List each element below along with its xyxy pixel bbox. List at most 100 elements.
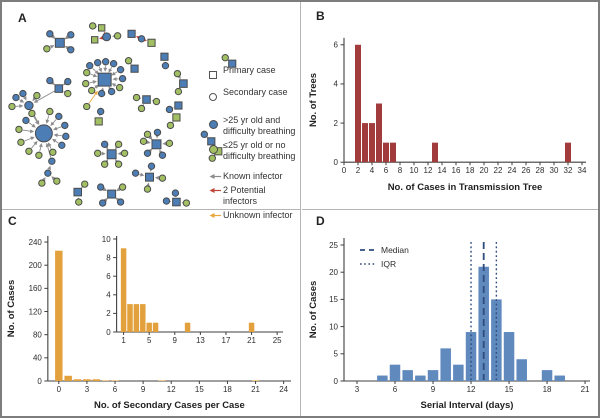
edge-arrowhead: [41, 177, 46, 182]
case-node-circle: [25, 147, 33, 155]
edge-arrowhead: [22, 96, 27, 101]
case-node-circle: [12, 93, 20, 102]
bar: [64, 375, 72, 381]
x-tick-label: 14: [438, 166, 447, 175]
x-tick-label: 26: [522, 166, 531, 175]
y-tick-label: 0: [37, 377, 42, 386]
edge-arrowhead: [116, 187, 121, 192]
y-tick-label: 120: [29, 307, 43, 316]
case-node-square: [97, 72, 112, 87]
edge-arrowhead: [29, 129, 35, 134]
case-node-square: [142, 95, 151, 104]
case-node-square: [174, 101, 183, 110]
y-tick-label: 6: [106, 272, 111, 281]
case-node-circle: [53, 177, 61, 185]
case-node-circle: [114, 140, 123, 148]
case-node-circle: [75, 198, 83, 206]
case-node-circle: [182, 199, 191, 207]
case-node-square: [127, 29, 136, 38]
edge-arrowhead: [19, 98, 25, 103]
case-node-circle: [118, 183, 127, 191]
x-tick-label: 18: [466, 166, 475, 175]
panel-d-label: D: [316, 214, 325, 228]
edge-arrowhead: [162, 141, 167, 146]
arrow-red-icon: [209, 186, 223, 196]
case-node-circle: [35, 151, 43, 159]
legend-item-label: Secondary case: [223, 87, 288, 97]
legend-item: Unknown infector: [209, 210, 301, 221]
edge-arrowhead: [139, 172, 145, 177]
case-node-circle: [221, 54, 229, 62]
case-node-square: [91, 36, 99, 44]
bar: [362, 123, 368, 163]
case-node-circle: [58, 141, 66, 149]
panel-a: A Primary case Secondary case >25 yr old a…: [2, 2, 301, 220]
case-node-circle: [107, 87, 116, 96]
case-node-circle: [44, 169, 52, 177]
case-node-circle: [38, 179, 46, 187]
x-tick-label: 9: [173, 336, 178, 345]
y-tick-label: 200: [29, 261, 43, 270]
y-tick-label: 25: [329, 241, 338, 250]
y-tick-label: 2: [334, 119, 339, 128]
case-node-circle: [143, 130, 152, 139]
x-tick-label: 30: [550, 166, 559, 175]
transmission-network-chart: [8, 22, 237, 207]
bar: [152, 322, 159, 332]
bar: [432, 142, 438, 163]
bar: [377, 375, 388, 381]
x-tick-label: 0: [342, 166, 347, 175]
median-legend-label: Median: [381, 245, 409, 255]
x-axis-title: No. of Secondary Cases per Case: [94, 400, 245, 411]
x-tick-label: 8: [398, 166, 403, 175]
x-tick-label: 21: [251, 385, 260, 394]
case-node-circle: [143, 149, 152, 157]
y-tick-label: 2: [106, 309, 111, 318]
legend-item: 2 Potential infectors: [209, 185, 301, 207]
case-node-circle: [17, 138, 25, 147]
case-node-circle: [131, 169, 140, 177]
y-tick-label: 5: [334, 350, 339, 359]
edge-arrowhead: [148, 135, 153, 140]
bar: [383, 142, 389, 163]
legend-item: Primary case: [209, 65, 301, 84]
y-tick-label: 4: [334, 80, 339, 89]
case-node-square: [147, 38, 156, 47]
network-legend: Primary case Secondary case >25 yr old and…: [209, 62, 301, 221]
x-tick-label: 15: [195, 385, 204, 394]
network-edge: [46, 144, 52, 158]
case-node-circle: [132, 93, 141, 102]
case-node-circle: [166, 121, 175, 130]
case-node-circle: [46, 30, 54, 38]
case-node-circle: [113, 32, 122, 40]
case-node-circle: [147, 162, 156, 170]
bar: [355, 44, 361, 163]
dot-blue-icon: [209, 116, 223, 134]
network-edge: [35, 90, 56, 103]
case-node-circle: [115, 83, 124, 92]
x-tick-label: 13: [196, 336, 205, 345]
case-node-circle: [8, 102, 16, 111]
case-node-square: [106, 149, 117, 160]
edge-arrowhead: [148, 148, 153, 153]
bar: [389, 364, 401, 381]
case-node-square: [54, 37, 65, 48]
case-node-circle: [55, 112, 63, 121]
edge-arrowhead: [117, 151, 122, 156]
edge-arrowhead: [94, 84, 99, 89]
case-node-circle: [137, 35, 146, 43]
legend-item: Secondary case: [209, 87, 301, 106]
chart-D: 3 6 9 12 15 18 21 0 5 10 15 20 25 Median IQR Serial Int…: [308, 238, 590, 411]
chart-C_inset: 1 5 9 13 17 21 25 0 2 4 6 8 10: [102, 235, 284, 345]
x-tick-label: 9: [431, 385, 436, 394]
network-nodes: [8, 22, 237, 207]
bar: [427, 370, 439, 381]
case-node-circle: [114, 160, 123, 168]
y-tick-label: 15: [329, 295, 338, 304]
case-node-circle: [102, 32, 112, 42]
x-tick-label: 34: [578, 166, 587, 175]
edge-arrowhead: [32, 96, 37, 102]
y-tick-label: 10: [329, 322, 338, 331]
case-node-circle: [19, 89, 27, 98]
